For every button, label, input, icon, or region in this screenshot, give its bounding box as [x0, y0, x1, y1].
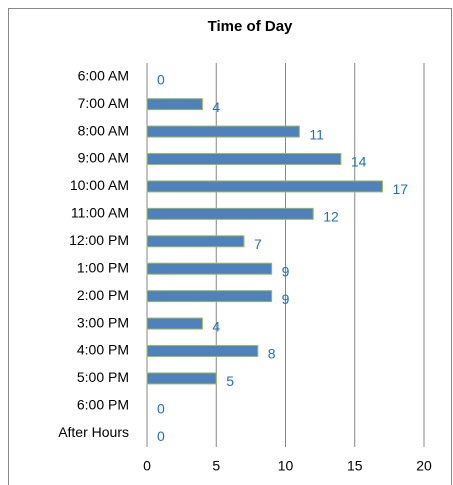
bar — [146, 98, 203, 111]
bar — [146, 317, 203, 330]
y-tick-label: 5:00 PM — [77, 369, 129, 385]
bar — [146, 372, 217, 385]
value-label: 7 — [254, 236, 262, 252]
value-label: 9 — [282, 291, 290, 307]
value-label: 5 — [226, 373, 234, 389]
y-tick-label: 9:00 AM — [78, 150, 129, 166]
value-label: 0 — [157, 401, 165, 417]
chart-border — [8, 8, 452, 485]
y-tick-label: 1:00 PM — [77, 259, 129, 275]
value-label: 8 — [268, 346, 276, 362]
y-tick-label: 6:00 PM — [77, 397, 129, 413]
x-tick-label: 20 — [416, 458, 432, 474]
x-tick-label: 0 — [143, 458, 151, 474]
value-label: 11 — [309, 126, 324, 142]
value-label: 9 — [282, 263, 290, 279]
bar — [146, 153, 342, 165]
value-label: 17 — [392, 181, 408, 197]
y-tick-label: 3:00 PM — [77, 314, 129, 330]
value-label: 14 — [351, 154, 367, 170]
y-tick-label: 2:00 PM — [77, 287, 129, 303]
bar — [146, 207, 314, 220]
value-label: 4 — [212, 318, 220, 334]
x-tick-label: 5 — [212, 458, 220, 474]
y-tick-label: 6:00 AM — [78, 67, 129, 83]
chart-title: Time of Day — [208, 18, 293, 35]
value-label: 4 — [212, 99, 220, 115]
bar — [146, 125, 300, 138]
y-tick-label: 8:00 AM — [78, 122, 129, 138]
bar — [146, 345, 259, 357]
value-label: 12 — [323, 209, 339, 225]
y-tick-label: After Hours — [58, 424, 129, 440]
bar — [146, 235, 245, 248]
x-tick-label: 15 — [347, 458, 363, 474]
y-tick-label: 10:00 AM — [70, 177, 129, 193]
bar — [146, 262, 273, 275]
x-tick-label: 10 — [278, 458, 294, 474]
y-tick-label: 12:00 PM — [69, 232, 129, 248]
value-label: 0 — [157, 428, 165, 444]
y-tick-label: 4:00 PM — [77, 342, 129, 358]
y-tick-label: 7:00 AM — [78, 95, 129, 111]
bar — [146, 290, 273, 303]
y-tick-label: 11:00 AM — [71, 205, 129, 221]
bar — [146, 180, 383, 193]
value-label: 0 — [157, 71, 165, 87]
